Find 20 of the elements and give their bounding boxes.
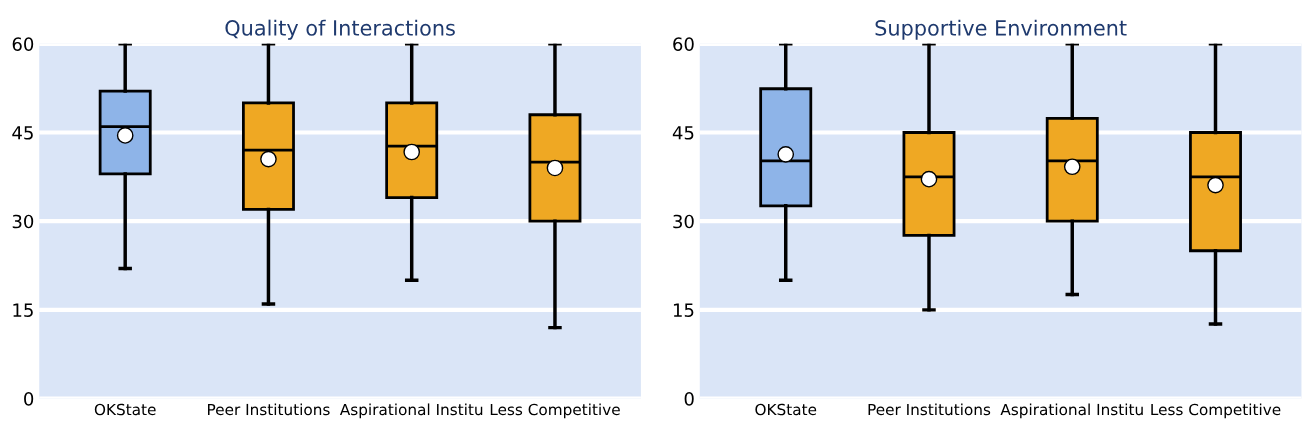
x-tick-label: OKState [94, 403, 156, 416]
x-tick-label: OKState [755, 403, 817, 416]
x-tick-label: Aspirational Institu [1000, 403, 1143, 419]
chart-title: Quality of Interactions [225, 19, 455, 40]
y-tick-label: 0 [684, 392, 694, 406]
y-tick-label: 15 [673, 303, 694, 317]
y-tick-label: 45 [672, 126, 694, 140]
x-tick-label: Less Competitive [1151, 403, 1281, 419]
x-tick-label: Aspirational Institu [339, 403, 483, 419]
x-tick-label: Peer Institutions [868, 403, 991, 416]
y-tick-label: 30 [673, 214, 694, 229]
x-tick-label: Less Competitive [490, 403, 620, 419]
y-tick-label: 30 [12, 214, 34, 229]
y-tick-label: 45 [12, 126, 33, 140]
y-tick-label: 60 [12, 37, 34, 51]
y-tick-label: 15 [13, 303, 33, 317]
y-tick-label: 60 [673, 37, 694, 51]
y-tick-label: 0 [24, 392, 34, 406]
x-tick-label: Peer Institutions [208, 403, 330, 416]
chart-title: Supportive Environment [875, 19, 1127, 40]
